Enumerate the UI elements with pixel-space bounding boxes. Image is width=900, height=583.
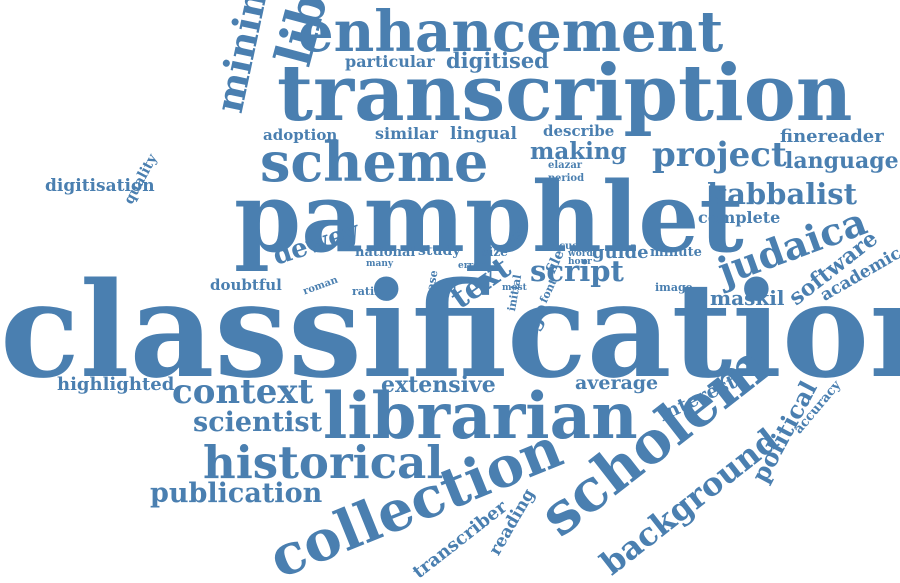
word-error: error — [458, 261, 484, 271]
word-historical: historical — [203, 436, 444, 489]
word-language: language — [785, 148, 899, 174]
word-hour: hour — [568, 257, 592, 267]
word-project: project — [652, 135, 787, 175]
word-maskil: maskil — [710, 286, 785, 310]
word-image: image — [655, 281, 693, 294]
word-size: size — [482, 245, 508, 259]
word-minute: minute — [650, 245, 702, 260]
word-digitisation: digitisation — [45, 176, 155, 196]
word-finereader: finereader — [780, 126, 884, 147]
word-period: period — [548, 173, 585, 184]
word-librarian: librarian — [323, 379, 638, 454]
word-kabbalist: kabbalist — [707, 177, 857, 211]
word-particular: particular — [345, 52, 435, 71]
word-most: most — [502, 283, 527, 293]
word-pamphlet: pamphlet — [234, 161, 744, 274]
word-context: context — [172, 372, 314, 412]
word-script: script — [530, 254, 624, 288]
word-digitised: digitised — [446, 48, 549, 73]
word-rating: rating — [352, 285, 390, 298]
word-complete: complete — [698, 208, 781, 227]
word-scientist: scientist — [193, 407, 323, 438]
word-describe: describe — [543, 122, 615, 140]
word-national: national — [355, 245, 416, 260]
word-guide: guide — [592, 242, 649, 263]
word-publication: publication — [150, 478, 323, 509]
word-average: average — [575, 372, 659, 394]
word-many: many — [366, 259, 394, 269]
word-scheme: scheme — [260, 130, 489, 194]
word-word: word — [568, 249, 593, 259]
word-adoption: adoption — [263, 126, 338, 144]
word-elazar: elazar — [548, 160, 583, 171]
word-study: study — [418, 243, 461, 259]
word-enhancement: enhancement — [298, 0, 724, 65]
word-classification: classification — [0, 253, 900, 407]
word-focus: focus — [548, 241, 578, 252]
word-highlighted: highlighted — [57, 374, 175, 395]
word-arial: arial — [433, 284, 457, 294]
word-doubtful: doubtful — [210, 276, 282, 294]
word-lingual: lingual — [450, 124, 517, 144]
word-similar: similar — [375, 124, 438, 143]
word-transcription: transcription — [277, 48, 853, 139]
word-making: making — [530, 138, 627, 165]
word-extensive: extensive — [381, 372, 496, 398]
